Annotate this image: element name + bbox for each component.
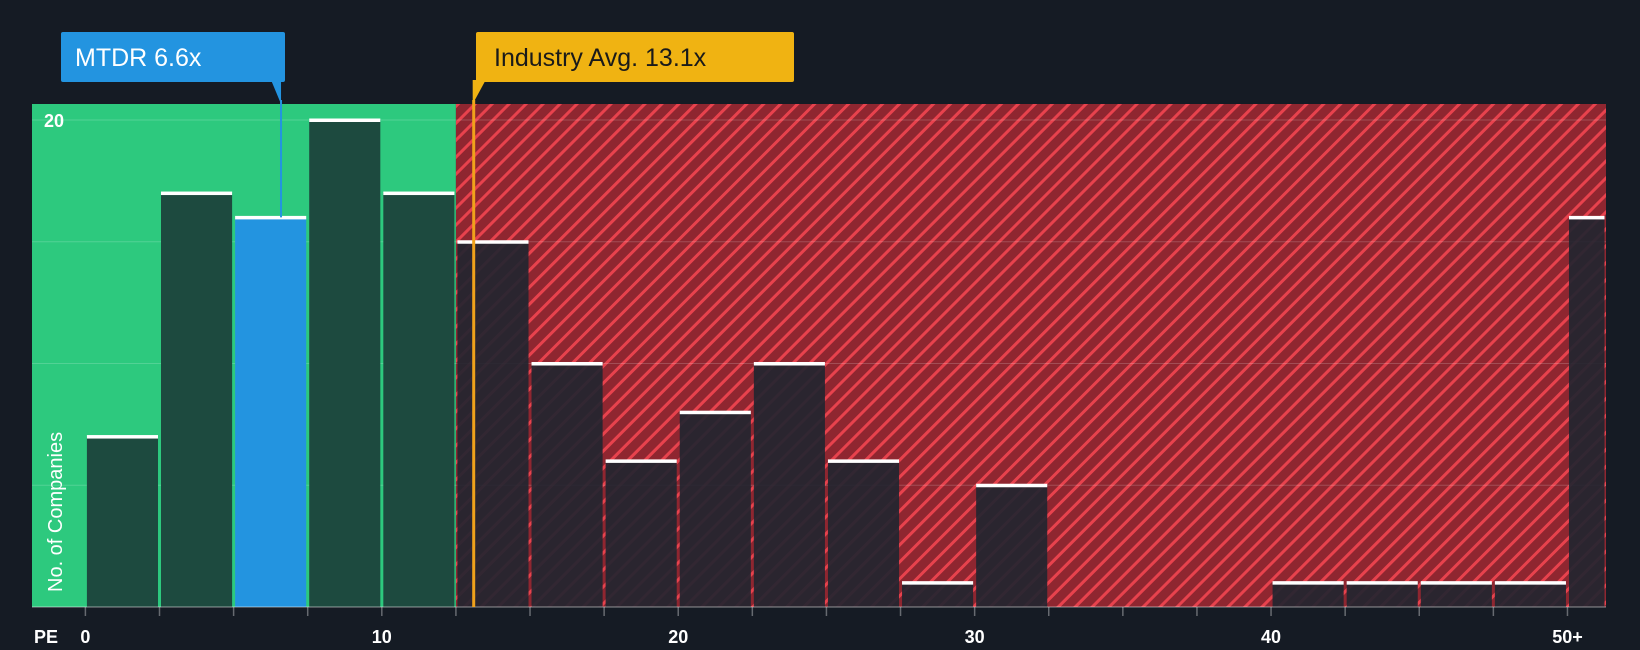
bar-cap <box>1568 215 1605 220</box>
company-callout-box <box>61 32 285 82</box>
company-callout-pointer <box>271 80 282 104</box>
bar-cap <box>235 215 307 220</box>
histogram-bar <box>86 436 159 607</box>
y-axis-title: No. of Companies <box>45 432 67 592</box>
histogram-bar <box>679 412 751 607</box>
histogram-bar <box>383 193 455 608</box>
histogram-bar <box>309 120 381 607</box>
bar-cap <box>161 191 233 196</box>
histogram-bar <box>161 193 233 608</box>
histogram-bar <box>1494 582 1566 607</box>
bar-cap <box>679 410 751 415</box>
bar-cap <box>605 459 677 463</box>
bar-cap <box>86 435 159 439</box>
bar-cap <box>976 483 1048 488</box>
bar-cap <box>827 459 900 463</box>
bar-cap <box>1346 581 1418 585</box>
industry-callout-label: Industry Avg. 13.1x <box>494 44 707 72</box>
histogram-bar <box>1346 582 1418 607</box>
bar-cap <box>531 362 603 366</box>
histogram-bar <box>1420 582 1492 607</box>
histogram-bar <box>457 241 529 607</box>
x-tick-label: 10 <box>372 627 392 647</box>
x-tick-label: 0 <box>80 627 90 647</box>
x-tick-label: 50+ <box>1552 627 1583 647</box>
histogram-bar <box>605 460 677 607</box>
industry-callout-pointer <box>472 80 486 104</box>
bar-cap <box>1420 581 1492 585</box>
bar-cap <box>1494 581 1566 585</box>
company-callout-label: MTDR 6.6x <box>75 44 202 72</box>
bar-cap <box>902 581 974 585</box>
bar-cap <box>457 240 529 244</box>
bar-cap <box>753 362 825 366</box>
x-axis-title: PE <box>34 627 58 647</box>
histogram-bar <box>902 582 974 607</box>
histogram-bar <box>827 460 900 607</box>
bar-cap <box>309 118 381 122</box>
x-tick-label: 20 <box>668 627 688 647</box>
histogram-bar <box>531 363 603 607</box>
company-bar <box>235 217 307 607</box>
histogram-bar <box>753 363 825 607</box>
bar-cap <box>383 191 455 196</box>
histogram-bar <box>1272 582 1344 607</box>
bar-cap <box>1272 581 1344 585</box>
x-tick-label: 40 <box>1261 627 1281 647</box>
x-tick-label: 30 <box>965 627 985 647</box>
y-tick-label: 20 <box>44 111 64 131</box>
histogram-bar <box>976 485 1048 607</box>
industry-callout-box <box>476 32 794 82</box>
histogram-bar <box>1568 217 1605 607</box>
